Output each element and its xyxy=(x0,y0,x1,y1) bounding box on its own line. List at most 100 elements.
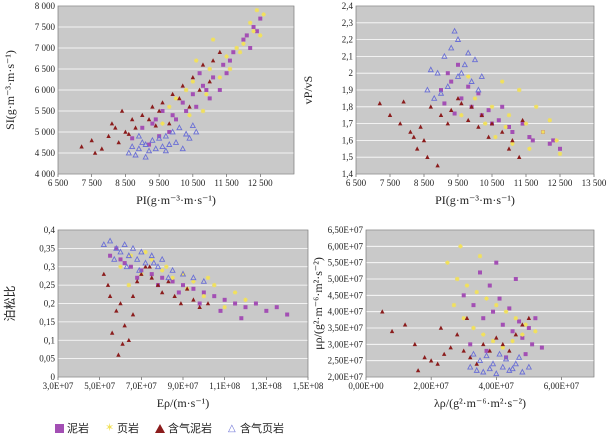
data-point-a xyxy=(179,145,186,152)
data-point-d xyxy=(389,328,395,334)
y-tick-label-d: 5,00E+07 xyxy=(328,274,364,284)
data-point-c xyxy=(130,293,136,298)
data-point-b xyxy=(452,111,457,116)
y-tick-label-c: 0,05 xyxy=(39,354,55,364)
data-point-a xyxy=(211,75,216,80)
data-point-d xyxy=(470,350,477,357)
data-point-c xyxy=(233,301,238,306)
data-point-c xyxy=(197,304,202,309)
y-tick-label-d: 4,00E+07 xyxy=(328,307,364,317)
data-point-c xyxy=(143,264,148,269)
data-point-b xyxy=(510,141,515,146)
data-point-a xyxy=(190,92,195,97)
data-point-a xyxy=(180,83,185,88)
data-point-b xyxy=(557,151,563,157)
data-point-c xyxy=(125,252,132,259)
x-tick-label-b: 9 500 xyxy=(448,178,469,188)
data-point-a xyxy=(169,128,176,135)
y-tick-label-b: 1,6 xyxy=(342,135,354,145)
y-tick-label-a: 6 000 xyxy=(35,85,56,95)
data-point-a xyxy=(140,125,145,130)
legend-label-gas-mudstone: 含气泥岩 xyxy=(168,423,212,435)
data-point-a xyxy=(132,151,139,158)
data-point-d xyxy=(412,341,418,347)
data-point-c xyxy=(212,294,217,299)
y-tick-label-d: 3,00E+07 xyxy=(328,339,364,349)
data-point-d xyxy=(530,342,535,347)
data-point-c xyxy=(159,268,165,273)
data-point-b xyxy=(466,84,471,89)
legend-marker-mudstone xyxy=(55,423,64,433)
y-tick-label-b: 1,5 xyxy=(342,152,354,162)
data-point-d xyxy=(504,355,509,360)
data-point-c xyxy=(122,261,127,266)
y-tick-label-b: 2,4 xyxy=(342,1,354,11)
data-point-a xyxy=(160,100,165,105)
data-point-b xyxy=(418,124,423,129)
x-tick-label-c: 3,0E+07 xyxy=(43,381,74,391)
data-point-a xyxy=(167,130,172,134)
data-point-b xyxy=(455,96,461,101)
legend-item-gas-shale: △ 含气页岩 xyxy=(228,420,284,436)
data-point-d xyxy=(520,332,525,337)
y-axis-label-a: SI(g·m⁻³·m·s⁻¹) xyxy=(3,50,17,130)
data-point-d xyxy=(520,322,525,327)
data-point-b xyxy=(486,108,491,113)
data-point-c xyxy=(201,293,207,299)
data-point-b xyxy=(510,130,515,134)
data-point-a xyxy=(147,142,152,147)
data-point-b xyxy=(437,89,445,96)
data-point-b xyxy=(507,124,511,129)
data-point-d xyxy=(519,368,526,375)
data-point-a xyxy=(135,132,143,139)
data-point-d xyxy=(380,309,385,314)
data-point-b xyxy=(551,138,556,143)
data-point-d xyxy=(464,315,470,320)
data-point-d xyxy=(507,348,512,353)
data-point-a xyxy=(126,131,131,136)
chart-panel-d: 2,00E+07 2,50E+07 3,00E+07 3,50E+07 4,00E+07… xyxy=(311,225,595,410)
data-point-a xyxy=(167,104,172,109)
data-point-d xyxy=(481,316,486,321)
data-point-d xyxy=(484,296,489,301)
legend-item-mudstone: 泥岩 xyxy=(55,420,89,436)
data-point-a xyxy=(221,62,226,67)
data-point-d xyxy=(476,357,484,364)
data-point-a xyxy=(217,88,222,92)
data-point-b xyxy=(479,112,484,117)
data-point-d xyxy=(481,341,486,347)
data-point-a xyxy=(162,147,170,154)
data-point-a xyxy=(174,117,178,122)
data-point-a xyxy=(89,138,94,143)
data-point-a xyxy=(160,121,165,126)
data-point-d xyxy=(481,332,486,337)
data-point-c xyxy=(106,237,114,244)
data-point-b xyxy=(468,78,475,84)
data-point-a xyxy=(197,87,202,92)
data-point-d xyxy=(491,309,496,314)
y-tick-label-a: 4 500 xyxy=(35,148,56,158)
data-point-a xyxy=(241,37,246,42)
data-point-a xyxy=(129,143,136,150)
data-point-b xyxy=(476,124,481,129)
data-point-d xyxy=(445,260,450,265)
data-point-d xyxy=(461,316,466,321)
data-point-d xyxy=(503,309,509,314)
data-point-b xyxy=(527,135,532,140)
data-point-c xyxy=(222,297,227,302)
data-point-b xyxy=(454,73,462,79)
data-point-a xyxy=(241,41,246,46)
data-point-a xyxy=(135,145,143,152)
y-tick-label-a: 7 500 xyxy=(35,22,56,32)
data-point-c xyxy=(134,279,140,284)
data-point-d xyxy=(490,338,496,344)
data-point-b xyxy=(434,69,441,76)
data-point-d xyxy=(471,325,476,331)
data-point-b xyxy=(506,113,512,118)
data-point-b xyxy=(475,86,482,93)
data-point-b xyxy=(438,112,444,117)
y-tick-label-a: 5 000 xyxy=(35,127,56,137)
data-point-d xyxy=(487,283,492,288)
data-point-c xyxy=(134,255,141,262)
data-point-d xyxy=(500,345,505,350)
